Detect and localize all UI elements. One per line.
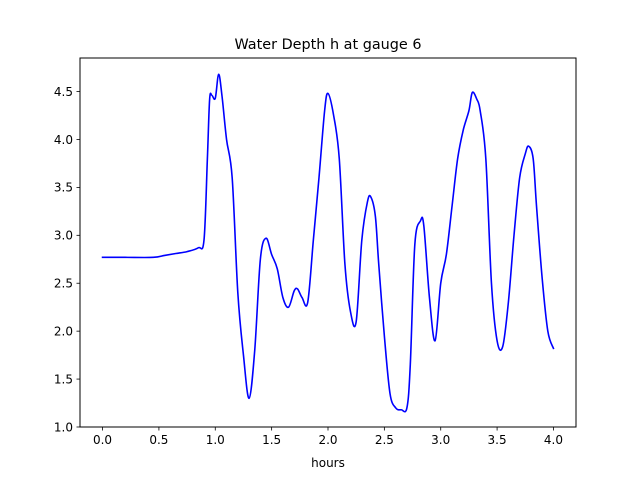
x-tick-label: 0.5 [149, 433, 168, 447]
x-tick-label: 2.5 [375, 433, 394, 447]
y-tick-label: 4.5 [54, 85, 73, 99]
x-axis: 0.0 0.5 1.0 1.5 2.0 2.5 3.0 3.5 4.0 [93, 427, 563, 447]
y-tick-label: 1.5 [54, 372, 73, 386]
x-tick-label: 1.5 [262, 433, 281, 447]
y-tick-label: 2.0 [54, 324, 73, 338]
y-tick-label: 2.5 [54, 277, 73, 291]
x-tick-label: 1.0 [206, 433, 225, 447]
y-tick-label: 1.0 [54, 420, 73, 434]
x-tick-label: 3.5 [488, 433, 507, 447]
x-tick-label: 4.0 [544, 433, 563, 447]
y-tick-label: 4.0 [54, 133, 73, 147]
x-tick-label: 0.0 [93, 433, 112, 447]
y-axis: 1.0 1.5 2.0 2.5 3.0 3.5 4.0 4.5 [54, 85, 80, 434]
x-tick-label: 2.0 [318, 433, 337, 447]
plot-area [101, 73, 555, 413]
x-tick-label: 3.0 [431, 433, 450, 447]
y-tick-label: 3.0 [54, 229, 73, 243]
series-line-0 [101, 73, 555, 413]
chart-title: Water Depth h at gauge 6 [234, 37, 421, 53]
x-axis-title: hours [311, 456, 345, 470]
y-tick-label: 3.5 [54, 181, 73, 195]
